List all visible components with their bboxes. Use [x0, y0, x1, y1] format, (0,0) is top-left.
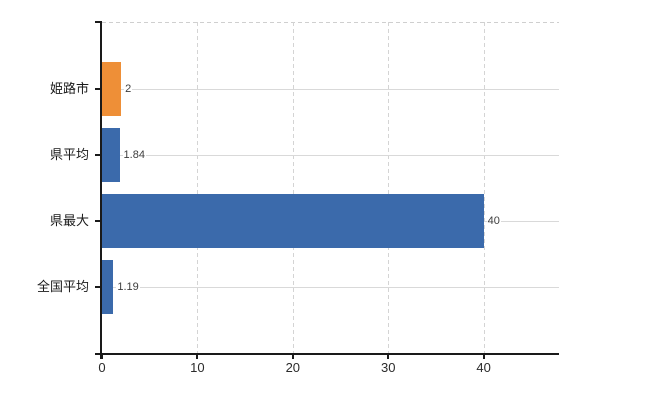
category-label: 姫路市	[49, 81, 89, 96]
x-gridline	[388, 22, 390, 354]
category-gridline	[102, 89, 559, 90]
bar-value-label: 40	[486, 214, 501, 228]
x-tick-label: 20	[285, 360, 301, 375]
x-axis-tick	[387, 355, 390, 359]
x-gridline	[292, 22, 294, 354]
bar-value-label: 1.19	[116, 280, 140, 294]
x-gridline	[197, 22, 199, 354]
x-axis-line	[95, 353, 559, 355]
category-label: 県最大	[49, 213, 89, 228]
plot-top-border	[102, 22, 559, 23]
x-axis-tick	[101, 355, 103, 359]
bar-県最大	[102, 194, 484, 248]
category-label: 県平均	[49, 147, 89, 162]
bar-全国平均	[102, 260, 114, 314]
x-gridline	[483, 22, 485, 354]
category-gridline	[102, 287, 559, 288]
bar-県平均	[102, 128, 120, 182]
category-gridline	[102, 155, 559, 156]
bar-value-label: 2	[124, 82, 133, 96]
y-axis-tick	[95, 220, 102, 222]
plot-area: 2 1.84 40 1.19	[102, 22, 559, 354]
x-tick-label: 10	[190, 360, 205, 375]
bar-姫路市	[102, 62, 122, 116]
bar-row: 2	[102, 56, 559, 122]
y-axis-tick	[95, 88, 102, 90]
y-axis-line	[100, 22, 102, 359]
x-axis-tick	[196, 355, 199, 359]
x-tick-label: 30	[380, 360, 396, 375]
x-axis-tick	[291, 355, 294, 359]
y-axis-top-tick	[95, 21, 102, 23]
bar-value-label: 1.84	[122, 148, 146, 162]
y-axis-tick	[95, 154, 102, 156]
category-label: 全国平均	[36, 279, 89, 294]
x-tick-label: 40	[476, 360, 491, 375]
bar-row: 1.19	[102, 254, 559, 320]
x-axis-tick	[482, 355, 485, 359]
y-axis-tick	[95, 286, 102, 288]
bar-row: 40	[102, 188, 559, 254]
x-tick-label: 0	[98, 360, 106, 375]
bar-row: 1.84	[102, 122, 559, 188]
